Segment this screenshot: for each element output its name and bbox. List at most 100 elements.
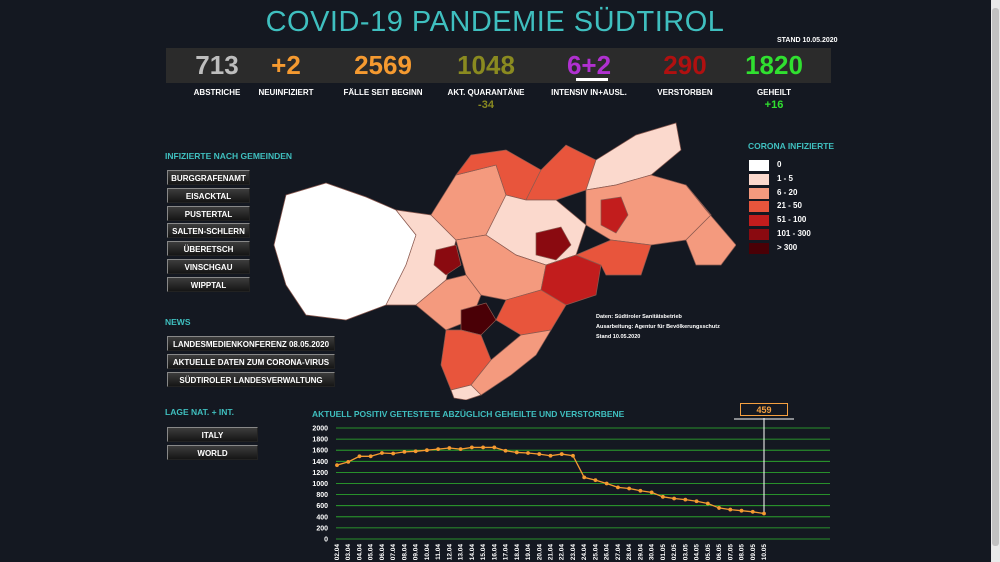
x-tick-label: 01.05: [660, 544, 667, 561]
scrollbar-thumb[interactable]: [992, 8, 999, 546]
news-button-0[interactable]: LANDESMEDIENKONFERENZ 08.05.2020: [167, 336, 335, 351]
x-tick-label: 06.05: [716, 544, 723, 561]
legend-label: 101 - 300: [777, 229, 811, 238]
x-tick-label: 07.05: [727, 544, 734, 561]
stat-delta: -34: [478, 99, 494, 111]
data-point: [649, 490, 654, 495]
legend-label: 6 - 20: [777, 187, 798, 197]
data-point: [526, 451, 530, 455]
stat-label: ABSTRICHE: [193, 88, 241, 97]
x-tick-label: 02.04: [334, 544, 341, 561]
lage-heading: LAGE NAT. + INT.: [165, 407, 235, 417]
map-region-bruneck: [600, 196, 629, 234]
x-tick-label: 25.04: [592, 544, 599, 561]
x-tick-label: 04.05: [694, 544, 701, 561]
stand-date: STAND 10.05.2020: [777, 37, 838, 44]
stat-value: 1048: [457, 50, 515, 80]
x-tick-label: 22.04: [559, 544, 566, 561]
data-point: [424, 448, 429, 453]
data-point: [413, 449, 418, 454]
y-tick-label: 800: [316, 492, 328, 499]
x-tick-label: 09.04: [413, 544, 420, 561]
map-region-gadertal: [575, 239, 652, 276]
data-point: [402, 449, 407, 454]
data-point: [627, 486, 632, 491]
positive-cases-chart[interactable]: 0 200 400 600 800 1000 1200 1400 1600 1800 2000 02.…: [300, 418, 840, 562]
stat-delta: +16: [764, 99, 784, 111]
x-tick-label: 23.04: [570, 544, 577, 561]
legend-label: 1 - 5: [777, 173, 794, 183]
stat-label: GEHEILT: [756, 88, 792, 97]
x-tick-label: 28.04: [626, 544, 633, 561]
stat-label: AKT. QUARANTÄNE: [447, 88, 525, 97]
gemeinde-button-1[interactable]: EISACKTAL: [167, 187, 250, 203]
data-point: [346, 459, 351, 464]
legend-label: 0: [777, 160, 782, 169]
x-tick-label: 29.04: [637, 544, 644, 561]
stat-value: 6+2: [566, 50, 612, 80]
data-point: [335, 463, 339, 468]
y-tick-label: 1800: [312, 437, 328, 444]
gemeinde-button-2[interactable]: PUSTERTAL: [167, 205, 250, 221]
map-region-bozen: [460, 302, 497, 336]
chart-title: AKTUELL POSITIV GETESTETE ABZÜGLICH GEHE…: [312, 409, 625, 419]
legend-swatch: [749, 229, 769, 240]
map-region-unterland: [450, 384, 482, 400]
credit-stand: Stand 10.05.2020: [596, 334, 641, 340]
x-tick-label: 18.04: [514, 544, 521, 561]
data-point: [672, 496, 677, 501]
gemeinde-button-4[interactable]: ÜBERETSCH: [167, 241, 250, 257]
x-tick-label: 26.04: [604, 544, 611, 561]
stat-value: +2: [271, 50, 301, 80]
stat-label: NEUINFIZIERT: [258, 88, 314, 97]
x-tick-label: 05.05: [705, 544, 712, 561]
current-value-callout: 459: [740, 403, 788, 416]
stat-value: 290: [663, 50, 707, 80]
data-point: [593, 478, 598, 483]
gemeinde-button-3[interactable]: SALTEN-SCHLERN: [167, 223, 250, 239]
data-point: [604, 481, 609, 486]
legend-swatch: [749, 173, 769, 185]
credit-data: Daten: Südtiroler Sanitätsbetrieb: [596, 314, 682, 320]
data-point: [694, 499, 699, 504]
x-tick-label: 16.04: [491, 544, 498, 561]
y-tick-label: 0: [324, 537, 328, 544]
y-tick-label: 400: [316, 514, 328, 521]
data-point: [447, 446, 452, 450]
legend-swatch: [749, 242, 769, 254]
south-tyrol-map[interactable]: [266, 115, 736, 400]
x-tick-label: 03.04: [345, 544, 352, 561]
map-region-hochpustertal: [685, 184, 736, 266]
stat-label: INTENSIV IN+AUSL.: [551, 88, 627, 97]
x-tick-label: 21.04: [548, 544, 555, 561]
gemeinde-button-6[interactable]: WIPPTAL: [167, 276, 250, 292]
news-button-2[interactable]: SÜDTIROLER LANDESVERWALTUNG: [167, 371, 335, 387]
news-button-1[interactable]: AKTUELLE DATEN ZUM CORONA-VIRUS: [167, 353, 335, 369]
x-tick-label: 30.04: [649, 544, 656, 561]
news-heading: NEWS: [165, 317, 191, 327]
x-tick-label: 15.04: [480, 544, 487, 561]
data-point: [705, 501, 710, 506]
lage-button-0[interactable]: ITALY: [167, 427, 258, 442]
x-tick-label: 19.04: [525, 544, 532, 561]
x-tick-label: 09.05: [750, 544, 757, 561]
legend-label: > 300: [777, 242, 798, 252]
lage-button-1[interactable]: WORLD: [167, 444, 258, 460]
data-point: [503, 448, 508, 453]
data-point: [514, 450, 519, 455]
data-point: [481, 445, 485, 450]
data-point: [436, 447, 441, 451]
data-point: [368, 454, 373, 459]
page-title: COVID-19 PANDEMIE SÜDTIROL: [265, 6, 725, 38]
window-scrollbar[interactable]: [991, 0, 1000, 562]
stat-value: 1820: [745, 50, 803, 80]
stat-value: 713: [195, 50, 239, 80]
data-point: [537, 452, 542, 456]
data-point: [458, 447, 463, 451]
legend-swatch: [749, 201, 769, 213]
data-point: [380, 451, 384, 455]
data-point: [739, 508, 744, 513]
gemeinde-button-0[interactable]: BURGGRAFENAMT: [167, 170, 250, 185]
x-tick-label: 08.04: [401, 544, 408, 561]
gemeinde-button-5[interactable]: VINSCHGAU: [167, 259, 250, 274]
